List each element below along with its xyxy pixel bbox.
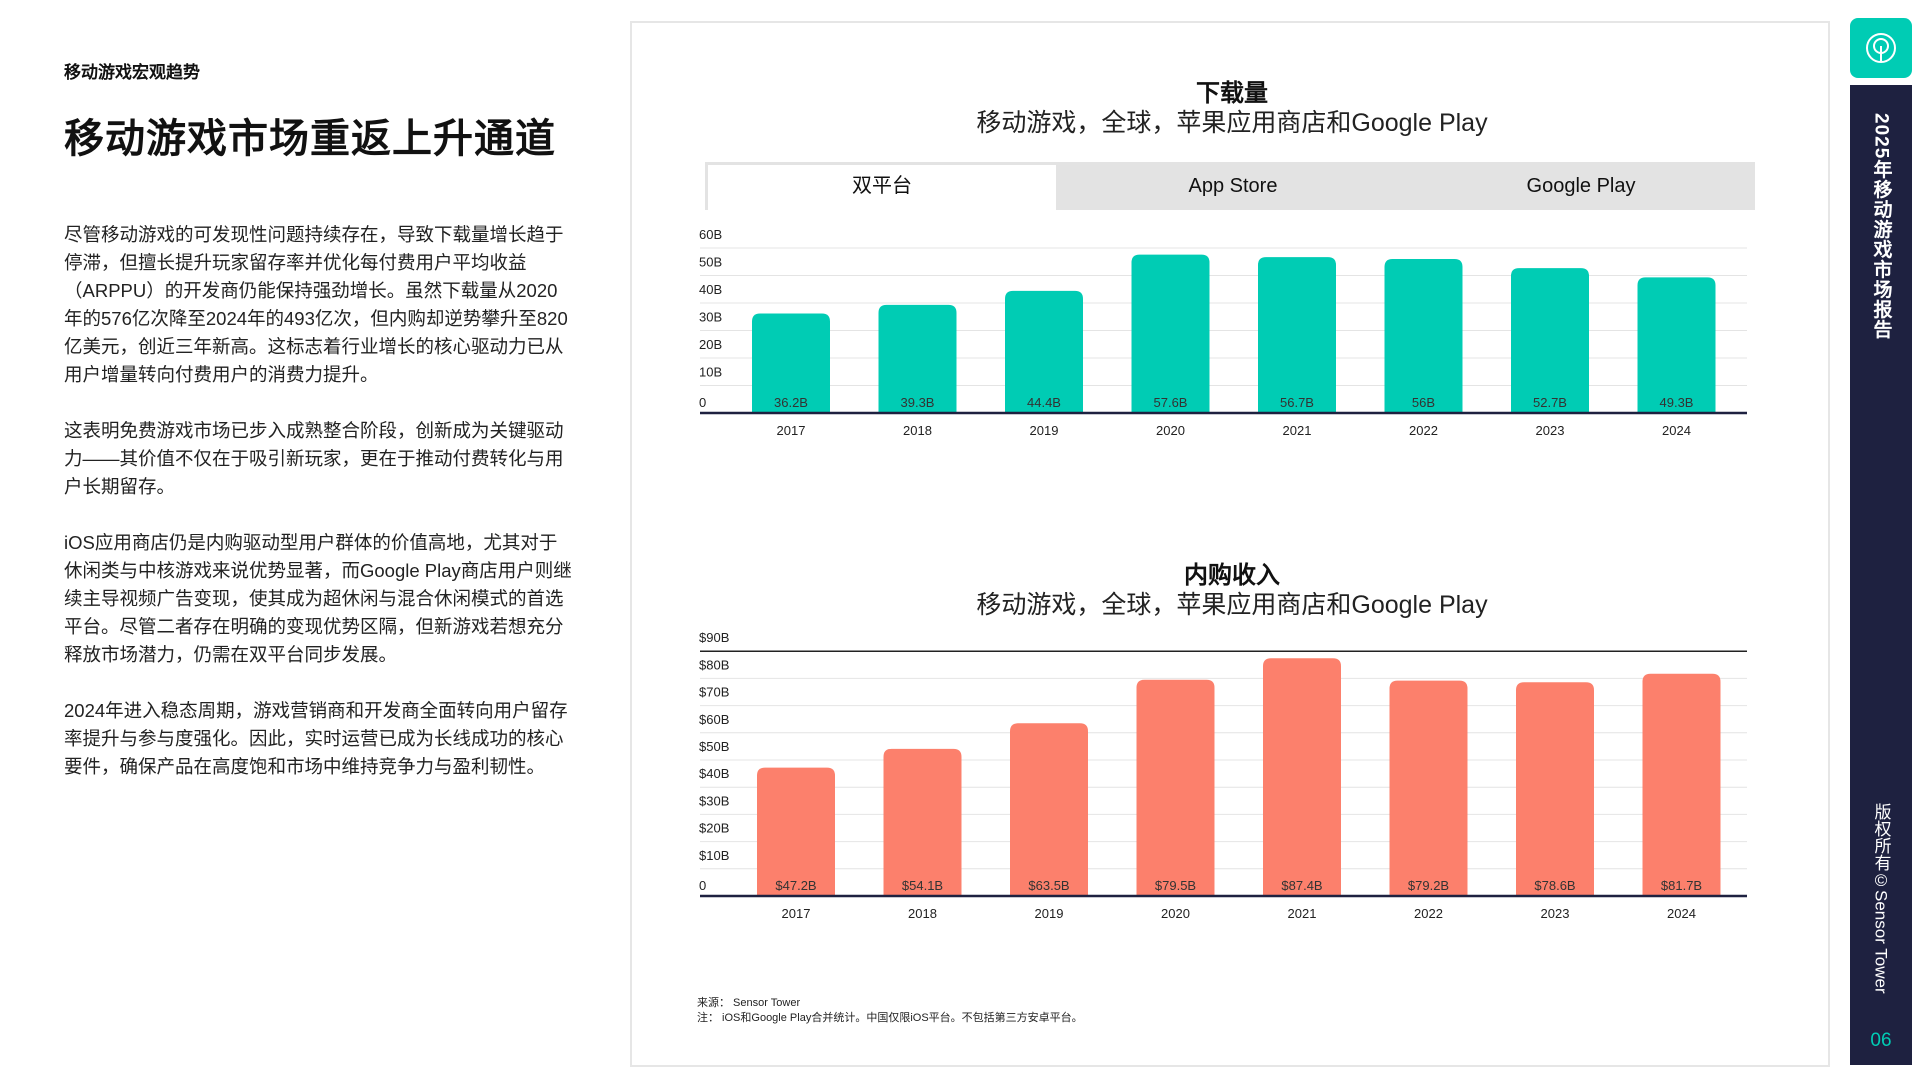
bar — [883, 748, 962, 896]
bar — [1131, 254, 1210, 413]
tab-app-store[interactable]: App Store — [1188, 175, 1278, 197]
x-tick-label: 2020 — [1156, 423, 1185, 438]
x-tick-label: 2018 — [903, 423, 932, 438]
x-tick-label: 2024 — [1667, 906, 1696, 921]
bar — [1642, 673, 1721, 896]
x-tick-label: 2022 — [1414, 906, 1443, 921]
x-tick-label: 2022 — [1409, 423, 1438, 438]
y-tick-label: $70B — [699, 685, 729, 700]
bar — [757, 767, 835, 896]
bar — [1384, 259, 1463, 413]
downloads-chart: 0 10B 20B 30B 40B 50B 60B 36.2B 2017 39.3B 2018 44.… — [699, 227, 1747, 438]
bar-value-label: $54.1B — [902, 878, 943, 893]
bar — [1511, 268, 1589, 413]
y-tick-label: $40B — [699, 766, 729, 781]
footnote: 来源： Sensor Tower 注： iOS和Google Play合并统计。… — [697, 996, 1083, 1026]
x-tick-label: 2021 — [1288, 906, 1317, 921]
iap-chart-title: 内购收入 — [1184, 562, 1280, 589]
copyright: 版权所有©Sensor Tower — [1871, 803, 1891, 994]
paragraph: 尽管移动游戏的可发现性问题持续存在，导致下载量增长趋于停滞，但擅长提升玩家留存率… — [64, 224, 568, 385]
x-tick-label: 2017 — [782, 906, 811, 921]
bar-value-label: $79.2B — [1408, 878, 1449, 893]
iap-chart-subtitle: 移动游戏，全球，苹果应用商店和Google Play — [976, 591, 1488, 619]
bar-value-label: 39.3B — [901, 395, 935, 410]
downloads-chart-subtitle: 移动游戏，全球，苹果应用商店和Google Play — [976, 109, 1488, 137]
note: 注： iOS和Google Play合并统计。中国仅限iOS平台。不包括第三方安… — [697, 1012, 1083, 1024]
bar-value-label: $78.6B — [1534, 878, 1575, 893]
report-title: 2025年移动游戏市场报告 — [1870, 113, 1892, 340]
chart-panel: 下载量 移动游戏，全球，苹果应用商店和Google Play 双平台 App S… — [630, 21, 1830, 1067]
y-tick-label: $50B — [699, 739, 729, 754]
tab-google-play[interactable]: Google Play — [1526, 175, 1636, 197]
section-kicker: 移动游戏宏观趋势 — [64, 63, 200, 82]
y-tick-label: 50B — [699, 255, 722, 270]
bar — [1010, 723, 1088, 896]
x-tick-label: 2019 — [1035, 906, 1064, 921]
x-tick-label: 2021 — [1283, 423, 1312, 438]
y-tick-label: $90B — [699, 630, 729, 645]
x-tick-label: 2020 — [1161, 906, 1190, 921]
sensor-tower-logo-icon — [1850, 18, 1912, 78]
bar-value-label: 49.3B — [1660, 395, 1694, 410]
y-tick-label: 0 — [699, 395, 706, 410]
x-tick-label: 2017 — [777, 423, 806, 438]
y-tick-label: 20B — [699, 337, 722, 352]
y-tick-label: 40B — [699, 282, 722, 297]
bar-value-label: 56B — [1412, 395, 1435, 410]
bar — [1263, 658, 1341, 896]
bar-value-label: 44.4B — [1027, 395, 1061, 410]
bar-value-label: 57.6B — [1154, 395, 1188, 410]
page-number: 06 — [1870, 1030, 1892, 1051]
y-tick-label: $20B — [699, 821, 729, 836]
source-note: 来源： Sensor Tower — [697, 997, 801, 1009]
bar-value-label: 52.7B — [1533, 395, 1567, 410]
bar — [1516, 682, 1594, 896]
y-tick-label: 0 — [699, 878, 706, 893]
bar — [1258, 257, 1336, 413]
x-tick-label: 2023 — [1541, 906, 1570, 921]
x-tick-label: 2024 — [1662, 423, 1691, 438]
y-tick-label: $30B — [699, 793, 729, 808]
bar — [1389, 680, 1468, 896]
x-tick-label: 2018 — [908, 906, 937, 921]
bar-value-label: $63.5B — [1028, 878, 1069, 893]
y-tick-label: $80B — [699, 657, 729, 672]
bar — [878, 304, 957, 413]
platform-tabs: 双平台 App Store Google Play — [705, 162, 1755, 210]
tab-both-platforms[interactable]: 双平台 — [705, 162, 1059, 210]
bar-value-label: $47.2B — [775, 878, 816, 893]
bar — [752, 313, 830, 413]
bar — [1005, 290, 1083, 413]
bar-value-label: $79.5B — [1155, 878, 1196, 893]
page-title: 移动游戏市场重返上升通道 — [64, 117, 556, 161]
iap-revenue-chart: 0 $10B $20B $30B $40B $50B $60B $70B $80B $90B $47… — [699, 630, 1747, 921]
bar-value-label: 36.2B — [774, 395, 808, 410]
bar-value-label: 56.7B — [1280, 395, 1314, 410]
downloads-chart-title: 下载量 — [1196, 80, 1268, 107]
y-tick-label: 60B — [699, 227, 722, 242]
bar-value-label: $87.4B — [1281, 878, 1322, 893]
paragraph: 这表明免费游戏市场已步入成熟整合阶段，创新成为关键驱动力——其价值不仅在于吸引新… — [64, 420, 564, 497]
body-text: 尽管移动游戏的可发现性问题持续存在，导致下载量增长趋于停滞，但擅长提升玩家留存率… — [64, 221, 574, 809]
paragraph: iOS应用商店仍是内购驱动型用户群体的价值高地，尤其对于休闲类与中核游戏来说优势… — [64, 532, 572, 665]
paragraph: 2024年进入稳态周期，游戏营销商和开发商全面转向用户留存率提升与参与度强化。因… — [64, 700, 568, 777]
y-tick-label: 10B — [699, 365, 722, 380]
x-tick-label: 2019 — [1030, 423, 1059, 438]
y-tick-label: $60B — [699, 712, 729, 727]
bar — [1637, 277, 1716, 413]
y-tick-label: $10B — [699, 848, 729, 863]
x-tick-label: 2023 — [1536, 423, 1565, 438]
sidebar: 2025年移动游戏市场报告 版权所有©Sensor Tower 06 — [1850, 85, 1912, 1065]
y-tick-label: 30B — [699, 310, 722, 325]
bar — [1136, 679, 1215, 896]
bar-value-label: $81.7B — [1661, 878, 1702, 893]
